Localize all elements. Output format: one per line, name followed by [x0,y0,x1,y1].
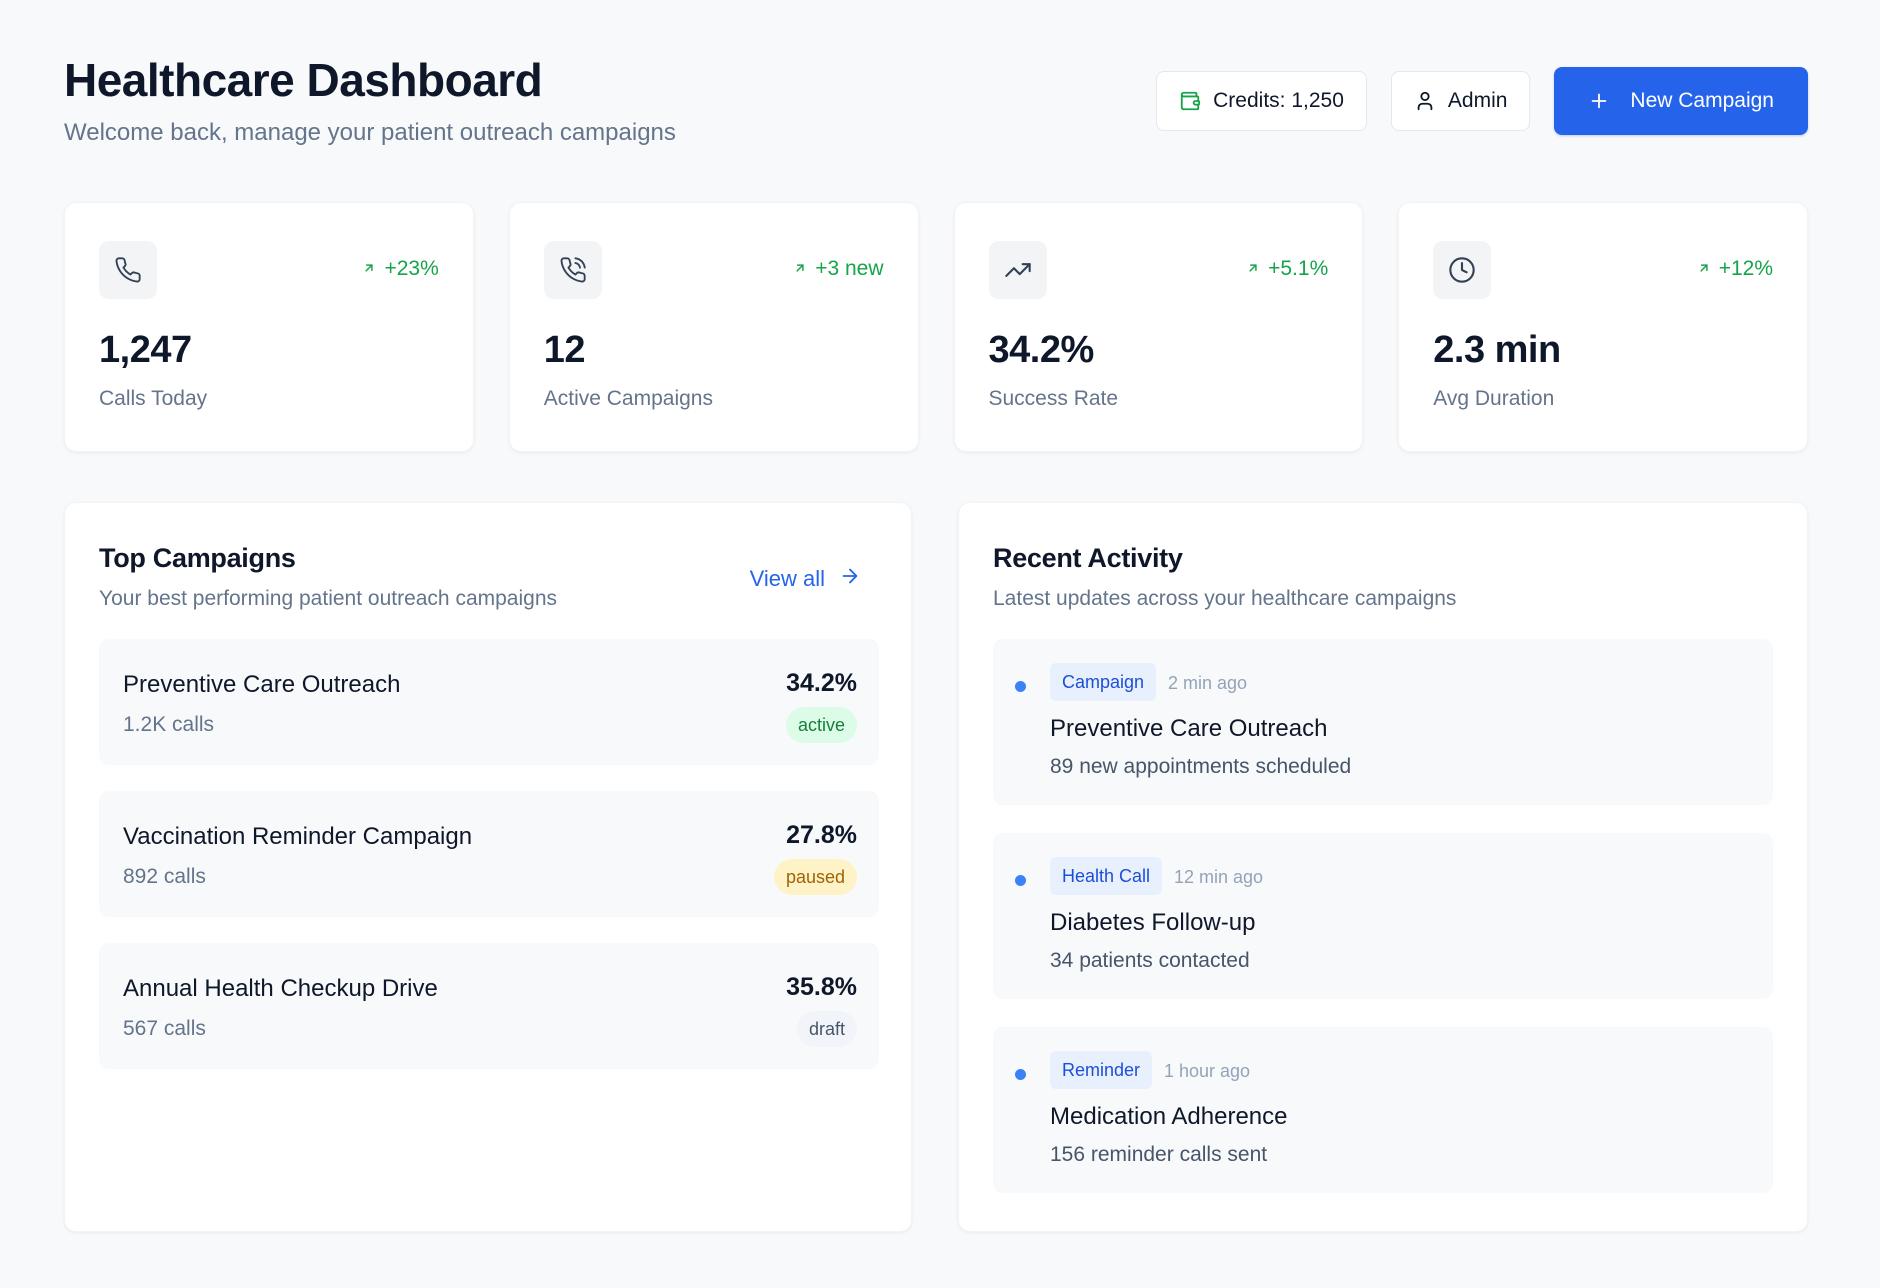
stat-value: 12 [543,329,586,371]
stat-label: Active Campaigns [543,387,713,410]
activity-detail: 156 reminder calls sent [1050,1143,1268,1166]
status-badge: paused [773,859,857,895]
page-title: Healthcare Dashboard [64,54,543,106]
activity-detail: 89 new appointments scheduled [1050,755,1352,778]
user-icon [1414,90,1436,112]
campaign-name: Vaccination Reminder Campaign [123,823,473,850]
activity-tag: Campaign [1050,663,1157,701]
activity-item[interactable]: Health Call 12 min ago Diabetes Follow-u… [993,833,1773,999]
activity-tag: Health Call [1050,857,1163,895]
activity-title: Diabetes Follow-up [1050,909,1256,936]
stat-delta-text: +23% [384,257,439,280]
page-header: Healthcare Dashboard Welcome back, manag… [64,52,1808,152]
activity-time: 12 min ago [1174,867,1264,887]
stat-delta: +5.1% [1246,257,1328,281]
phone-call-icon [543,241,602,299]
stat-delta-text: +5.1% [1268,257,1329,280]
stat-delta-text: +12% [1718,257,1773,280]
campaign-name: Annual Health Checkup Drive [123,975,438,1002]
header-actions: Credits: 1,250 Admin New Campaign [1156,67,1808,135]
panel-subtitle: Latest updates across your healthcare ca… [993,587,1457,610]
campaign-list: Preventive Care Outreach 1.2K calls 34.2… [99,639,879,1095]
activity-time: 2 min ago [1168,673,1248,693]
stat-delta: +3 new [793,257,884,281]
campaign-calls: 892 calls [123,865,206,888]
panel-subtitle: Your best performing patient outreach ca… [99,587,558,610]
arrow-right-icon [839,565,861,593]
stat-label: Avg Duration [1433,387,1555,410]
new-campaign-button[interactable]: New Campaign [1554,67,1808,135]
arrow-up-right-icon [1246,257,1260,281]
admin-label: Admin [1447,89,1508,112]
campaign-item[interactable]: Annual Health Checkup Drive 567 calls 35… [99,943,879,1069]
top-campaigns-panel: Top Campaigns Your best performing patie… [64,502,912,1232]
status-badge: draft [796,1011,857,1047]
status-dot [1015,681,1026,692]
activity-detail: 34 patients contacted [1050,949,1250,972]
admin-button[interactable]: Admin [1390,71,1531,131]
clock-icon [1433,241,1492,299]
arrow-up-right-icon [793,257,807,281]
credits-button[interactable]: Credits: 1,250 [1156,71,1367,131]
activity-item[interactable]: Campaign 2 min ago Preventive Care Outre… [993,639,1773,805]
stat-delta: +12% [1697,257,1773,281]
recent-activity-panel: Recent Activity Latest updates across yo… [958,502,1808,1232]
view-all-label: View all [749,566,825,591]
panel-title: Recent Activity [993,543,1183,573]
activity-title: Preventive Care Outreach [1050,715,1328,742]
stat-delta: +23% [362,257,439,281]
stat-label: Success Rate [988,387,1119,410]
plus-icon [1588,90,1610,112]
stat-card-success-rate: +5.1% 34.2% Success Rate [953,202,1364,452]
stat-value: 2.3 min [1433,329,1561,371]
campaign-item[interactable]: Vaccination Reminder Campaign 892 calls … [99,791,879,917]
trending-up-icon [988,241,1047,299]
new-campaign-label: New Campaign [1630,89,1774,112]
arrow-up-right-icon [362,257,376,281]
activity-list: Campaign 2 min ago Preventive Care Outre… [993,639,1773,1221]
campaign-rate: 27.8% [786,821,857,849]
status-badge: active [785,707,857,743]
stat-value: 1,247 [99,329,192,371]
activity-time: 1 hour ago [1164,1061,1251,1081]
activity-item[interactable]: Reminder 1 hour ago Medication Adherence… [993,1027,1773,1193]
stat-card-calls-today: +23% 1,247 Calls Today [64,202,474,452]
campaign-name: Preventive Care Outreach [123,671,401,698]
stat-value: 34.2% [988,329,1095,371]
wallet-icon [1179,90,1201,112]
campaign-rate: 34.2% [786,669,857,697]
campaign-rate: 35.8% [786,973,857,1001]
stats-row: +23% 1,247 Calls Today +3 new 12 Active … [64,202,1808,452]
campaign-calls: 567 calls [123,1017,206,1040]
status-dot [1015,1069,1026,1080]
stat-card-active-campaigns: +3 new 12 Active Campaigns [508,202,919,452]
arrow-up-right-icon [1697,257,1711,281]
activity-tag: Reminder [1050,1051,1153,1089]
stat-label: Calls Today [99,387,208,410]
campaign-item[interactable]: Preventive Care Outreach 1.2K calls 34.2… [99,639,879,765]
campaign-calls: 1.2K calls [123,713,215,736]
stat-delta-text: +3 new [815,257,884,280]
stat-card-avg-duration: +12% 2.3 min Avg Duration [1398,202,1808,452]
panel-title: Top Campaigns [99,543,296,573]
page-subtitle: Welcome back, manage your patient outrea… [64,119,676,146]
status-dot [1015,875,1026,886]
credits-label: Credits: 1,250 [1213,89,1344,112]
phone-icon [99,241,157,299]
view-all-link[interactable]: View all [750,565,861,593]
activity-title: Medication Adherence [1050,1103,1288,1130]
